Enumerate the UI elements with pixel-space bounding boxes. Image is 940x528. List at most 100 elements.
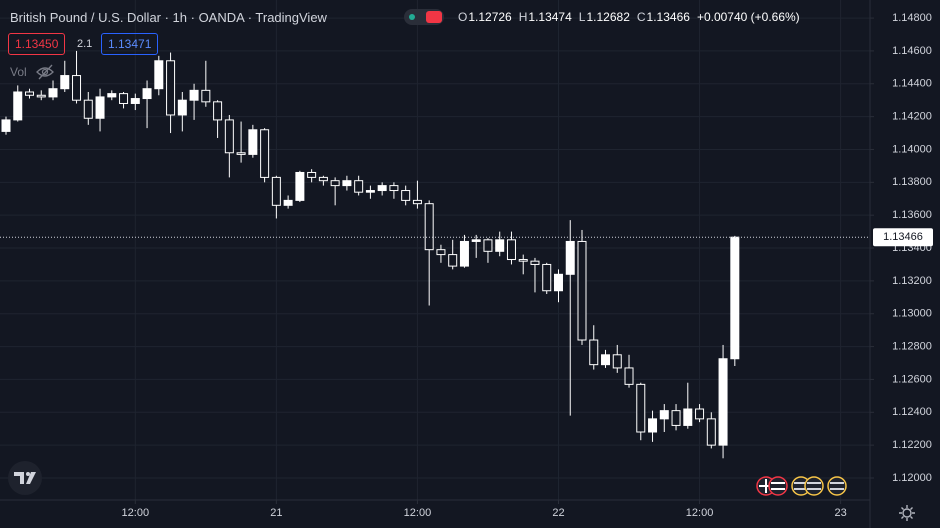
candle-body — [330, 180, 340, 187]
symbol-title[interactable]: British Pound / U.S. Dollar · 1h · OANDA… — [10, 9, 327, 25]
candle-body — [213, 101, 223, 121]
y-tick-label: 1.14200 — [892, 111, 932, 123]
candle-body — [154, 60, 164, 90]
candle-body — [553, 273, 563, 292]
candle-body — [718, 358, 728, 446]
y-tick-label: 1.14400 — [892, 78, 932, 90]
ohlc-label: O — [458, 10, 468, 24]
axes: 1.12000 1.12200 1.12400 1.12600 1.12800 1.130… — [122, 12, 933, 519]
candle-body — [459, 240, 469, 267]
spread: 2.1 — [77, 38, 93, 50]
candle-body — [25, 91, 35, 96]
y-tick-label: 1.13000 — [892, 308, 932, 320]
ohlc-value: 1.12682 — [586, 10, 630, 24]
x-tick-label: 12:00 — [404, 507, 432, 519]
candle-body — [495, 239, 505, 252]
candle-body — [683, 408, 693, 426]
candle-body — [130, 98, 140, 104]
candle-body — [471, 239, 481, 242]
candle-body — [119, 93, 129, 104]
candle-body — [577, 240, 587, 341]
y-tick-label: 1.12000 — [892, 472, 932, 484]
candle-body — [248, 129, 258, 155]
candle-body — [601, 354, 611, 366]
candle-body — [389, 185, 399, 192]
settings-icon[interactable] — [899, 505, 915, 521]
candle-body — [260, 129, 270, 178]
candle-body — [706, 418, 716, 446]
market-status-toggle[interactable] — [404, 9, 444, 25]
x-tick-label: 12:00 — [686, 507, 714, 519]
y-tick-label: 1.14600 — [892, 45, 932, 57]
last-price-label: 1.13466 — [883, 231, 923, 243]
candle-body — [271, 176, 281, 206]
tradingview-logo[interactable] — [8, 461, 42, 495]
candle-body — [412, 199, 422, 205]
candle-body — [318, 176, 328, 182]
candle-body — [236, 152, 246, 155]
sell-button[interactable]: 1.13450 — [8, 33, 66, 55]
candle-body — [72, 75, 82, 101]
candles — [0, 50, 870, 459]
x-tick-label: 23 — [834, 507, 846, 519]
candle-body — [1, 119, 11, 132]
candle-body — [224, 119, 234, 154]
ohlc-label: L — [578, 10, 586, 24]
candle-body — [377, 185, 387, 192]
candle-body — [60, 75, 70, 90]
candle-body — [83, 99, 93, 119]
candle-body — [648, 418, 658, 433]
candle-body — [730, 236, 740, 360]
candle-body — [354, 180, 364, 193]
candle-body — [95, 96, 105, 119]
x-tick-label: 22 — [552, 507, 564, 519]
candle-body — [671, 410, 681, 426]
last-price-tag — [873, 228, 933, 247]
candle-body — [401, 190, 411, 201]
candle-body — [436, 249, 446, 256]
y-tick-label: 1.12200 — [892, 439, 932, 451]
change-value: +0.00740 (+0.66%) — [696, 10, 800, 24]
candle-body — [565, 240, 575, 275]
ohlc-value: 1.13466 — [646, 10, 690, 24]
candle-body — [201, 89, 211, 103]
candle-body — [612, 354, 622, 369]
candle-body — [530, 260, 540, 265]
candle-body — [189, 89, 199, 101]
candle-body — [424, 203, 434, 251]
x-tick-label: 21 — [270, 507, 282, 519]
ohlc-legend: O 1.12726 H 1.13474 L 1.12682 C 1.13466 +0.0… — [458, 8, 807, 26]
candle-body — [589, 339, 599, 366]
y-tick-label: 1.14800 — [892, 12, 932, 24]
candle-body — [636, 383, 646, 433]
candle-body — [695, 408, 705, 420]
candle-body — [177, 99, 187, 116]
buy-button[interactable]: 1.13471 — [101, 33, 159, 55]
candle-body — [624, 367, 634, 385]
candle-body — [13, 91, 23, 121]
ohlc-label: C — [636, 10, 646, 24]
candle-body — [48, 88, 58, 98]
candle-body — [295, 171, 305, 201]
candle-body — [518, 259, 528, 262]
ohlc-value: 1.13474 — [528, 10, 572, 24]
candle-body — [365, 190, 375, 193]
volume-label: Vol — [10, 65, 27, 79]
candle-body — [283, 199, 293, 206]
x-tick-label: 12:00 — [122, 507, 150, 519]
event-flags[interactable] — [756, 476, 847, 496]
candle-body — [342, 180, 352, 187]
candle-body — [542, 263, 552, 292]
y-tick-label: 1.14000 — [892, 143, 932, 155]
y-tick-label: 1.12400 — [892, 406, 932, 418]
volume-visibility-icon[interactable] — [36, 64, 54, 80]
grid — [0, 0, 870, 500]
candle-body — [166, 60, 176, 116]
candle-body — [448, 254, 458, 267]
candle-body — [659, 410, 669, 420]
candle-body — [36, 94, 46, 98]
y-tick-label: 1.13800 — [892, 176, 932, 188]
